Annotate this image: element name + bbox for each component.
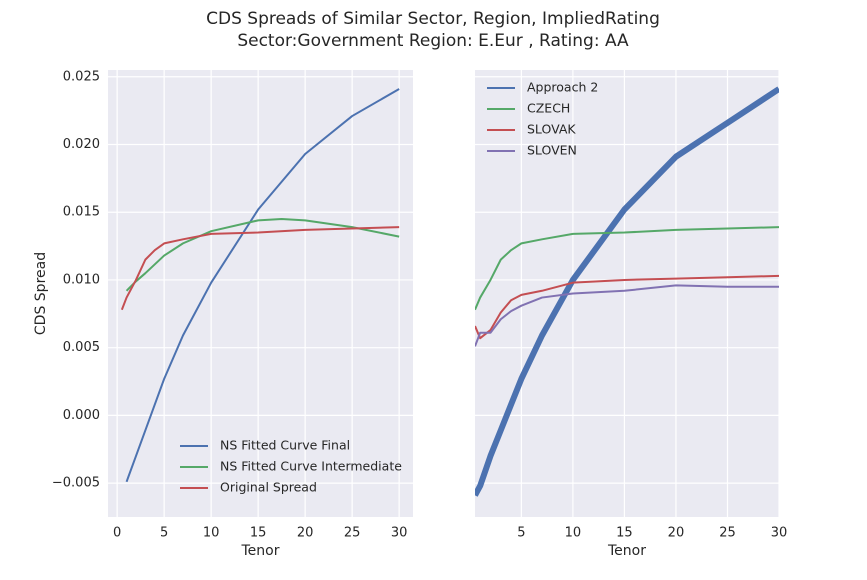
legend-label: SLOVEN bbox=[527, 143, 577, 158]
series-line bbox=[475, 86, 779, 497]
x-tick-label: 5 bbox=[160, 526, 168, 541]
x-tick-label: 5 bbox=[517, 526, 525, 541]
plot-area bbox=[475, 70, 779, 517]
x-axis-label: Tenor bbox=[607, 543, 646, 559]
y-tick-label: 0.015 bbox=[63, 205, 100, 220]
legend-label: Original Spread bbox=[220, 480, 317, 495]
x-tick-label: 25 bbox=[344, 526, 361, 541]
x-tick-label: 20 bbox=[297, 526, 314, 541]
x-tick-label: 20 bbox=[668, 526, 685, 541]
x-tick-label: 15 bbox=[250, 526, 267, 541]
series-line bbox=[120, 226, 400, 311]
x-tick-label: 10 bbox=[565, 526, 582, 541]
series-line bbox=[475, 284, 779, 347]
series-line bbox=[125, 218, 400, 292]
legend-label: SLOVAK bbox=[527, 122, 576, 137]
x-tick-label: 15 bbox=[616, 526, 633, 541]
figure-subtitle: Sector:Government Region: E.Eur , Rating… bbox=[237, 31, 629, 51]
x-tick-label: 25 bbox=[719, 526, 736, 541]
x-axis-label: Tenor bbox=[241, 543, 280, 559]
x-tick-label: 10 bbox=[203, 526, 220, 541]
y-axis-label: CDS Spread bbox=[33, 252, 49, 335]
series-line bbox=[475, 226, 779, 311]
series-line bbox=[125, 88, 400, 483]
figure-title: CDS Spreads of Similar Sector, Region, I… bbox=[206, 9, 660, 29]
series-line bbox=[475, 274, 779, 340]
legend-label: CZECH bbox=[527, 101, 570, 116]
legend-label: Approach 2 bbox=[527, 80, 598, 95]
x-tick-label: 0 bbox=[113, 526, 121, 541]
y-tick-label: −0.005 bbox=[52, 476, 100, 491]
y-tick-label: 0.025 bbox=[63, 69, 100, 84]
x-tick-label: 30 bbox=[771, 526, 788, 541]
y-tick-label: 0.010 bbox=[63, 272, 100, 287]
x-tick-label: 30 bbox=[391, 526, 408, 541]
y-tick-label: 0.000 bbox=[63, 408, 100, 423]
legend-label: NS Fitted Curve Intermediate bbox=[220, 459, 402, 474]
legend-label: NS Fitted Curve Final bbox=[220, 438, 350, 453]
y-tick-label: 0.020 bbox=[63, 137, 100, 152]
y-tick-label: 0.005 bbox=[63, 340, 100, 355]
